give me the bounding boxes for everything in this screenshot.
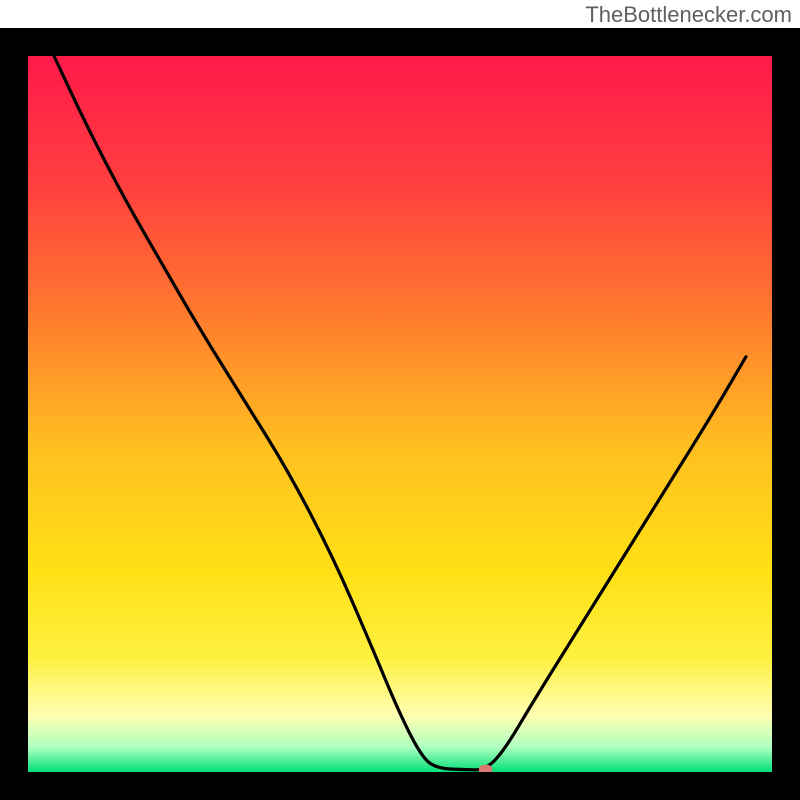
bottleneck-chart	[0, 28, 800, 800]
watermark-text: TheBottlenecker.com	[585, 2, 792, 28]
plot-background	[28, 56, 772, 772]
chart-svg	[0, 28, 800, 800]
